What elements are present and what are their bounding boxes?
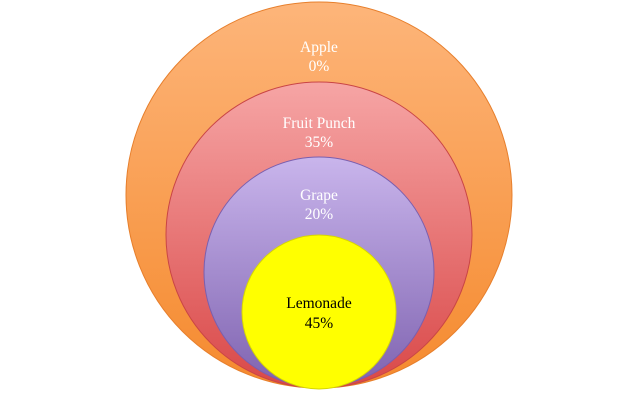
circle-lemonade-value: 45% xyxy=(305,315,334,332)
circle-lemonade-shape xyxy=(241,234,397,390)
circle-fruit-punch-value: 35% xyxy=(305,134,334,151)
circle-apple-value: 0% xyxy=(309,58,330,75)
circle-apple-name: Apple xyxy=(300,39,338,56)
circle-lemonade: Lemonade 45% xyxy=(241,234,397,390)
circle-grape-value: 20% xyxy=(305,206,334,223)
circle-lemonade-name: Lemonade xyxy=(286,295,352,312)
circle-grape-name: Grape xyxy=(300,187,338,204)
circle-fruit-punch-name: Fruit Punch xyxy=(283,115,356,132)
